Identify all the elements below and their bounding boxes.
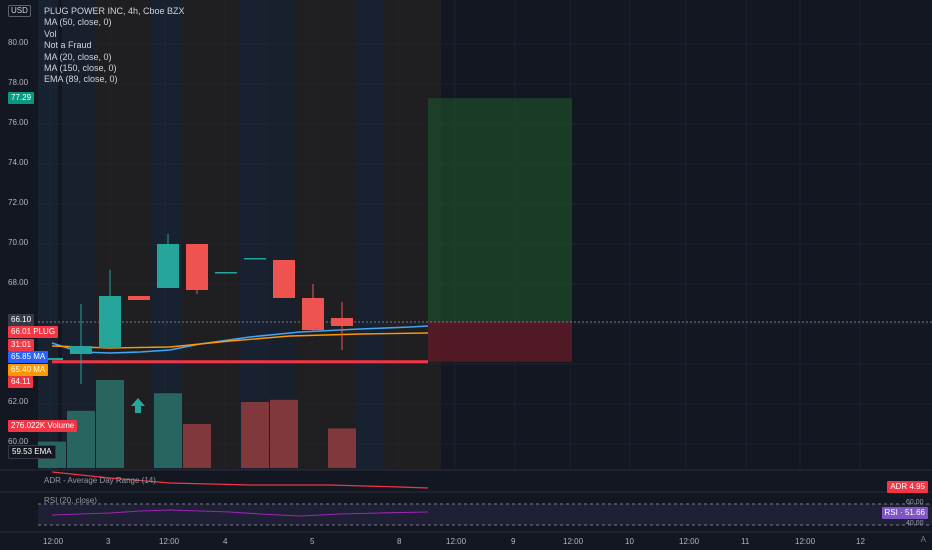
session-band bbox=[355, 0, 383, 470]
symbol-title[interactable]: PLUG POWER INC, 4h, Cboe BZX bbox=[44, 6, 185, 16]
session-band bbox=[152, 0, 182, 470]
legend-ma20[interactable]: MA (20, close, 0) bbox=[44, 51, 112, 62]
candle-body bbox=[128, 296, 150, 300]
stop-price-label: 64.11 bbox=[8, 376, 34, 388]
volume-bar bbox=[183, 424, 211, 468]
session-band bbox=[182, 0, 240, 470]
time-tick: 12 bbox=[856, 537, 865, 546]
buy-arrow-icon bbox=[131, 398, 145, 413]
price-tick: 70.00 bbox=[8, 238, 29, 247]
time-tick: 4 bbox=[223, 537, 228, 546]
time-tick: 12:00 bbox=[679, 537, 700, 546]
time-tick: 3 bbox=[106, 537, 111, 546]
adr-line bbox=[51, 471, 429, 489]
price-tick: 74.00 bbox=[8, 158, 29, 167]
auto-scale-button[interactable]: A bbox=[920, 535, 926, 544]
profit-zone bbox=[428, 98, 572, 322]
candle-body bbox=[157, 244, 179, 288]
candle-body bbox=[302, 298, 324, 330]
buy-arrow-marker bbox=[131, 398, 145, 413]
price-tick: 68.00 bbox=[8, 278, 29, 287]
session-band bbox=[240, 0, 268, 470]
ma-price-label: 65.85 MA bbox=[8, 351, 49, 363]
candle-body bbox=[244, 258, 266, 260]
rsi-indicator-title[interactable]: RSI (20, close) bbox=[44, 496, 97, 505]
price-tick: 80.00 bbox=[8, 38, 29, 47]
session-band bbox=[296, 0, 355, 470]
adr-indicator-title[interactable]: ADR - Average Day Range (14) bbox=[44, 476, 156, 485]
price-tick: 60.00 bbox=[8, 437, 29, 446]
legend-ma50[interactable]: MA (50, close, 0) bbox=[44, 17, 112, 28]
volume-label: 276.022K Volume bbox=[8, 420, 78, 432]
time-tick: 12:00 bbox=[563, 537, 584, 546]
long-position-tool[interactable] bbox=[38, 98, 932, 364]
legend-vol[interactable]: Vol bbox=[44, 28, 57, 39]
indicator-panes bbox=[0, 469, 932, 533]
time-tick: 5 bbox=[310, 537, 315, 546]
session-band bbox=[62, 0, 95, 470]
rsi-level-upper: 60.00 bbox=[906, 499, 924, 506]
time-tick: 12:00 bbox=[43, 537, 64, 546]
volume-bar bbox=[154, 393, 182, 468]
volume-bar bbox=[96, 380, 124, 468]
countdown-label: 31:01 bbox=[8, 339, 35, 351]
time-tick: 12:00 bbox=[795, 537, 816, 546]
loss-zone bbox=[428, 322, 572, 362]
time-tick: 12:00 bbox=[159, 537, 180, 546]
candle-body bbox=[99, 296, 121, 348]
price-tick: 78.00 bbox=[8, 78, 29, 87]
candlesticks bbox=[41, 234, 353, 384]
legend-ma150[interactable]: MA (150, close, 0) bbox=[44, 63, 117, 74]
legend-ema89[interactable]: EMA (89, close, 0) bbox=[44, 74, 118, 85]
price-tick: 72.00 bbox=[8, 198, 29, 207]
rsi-level-lower: 40.00 bbox=[906, 520, 924, 527]
candle-body bbox=[215, 272, 237, 274]
time-tick: 11 bbox=[741, 537, 750, 546]
rsi-value-label: RSI · 51.66 bbox=[881, 507, 928, 519]
entry-price-label: 66.10 bbox=[8, 314, 35, 326]
ma-orange-price-label: 65.40 MA bbox=[8, 364, 49, 376]
candle-body bbox=[331, 318, 353, 326]
target-price-label: 77.29 bbox=[8, 92, 35, 104]
adr-value-label: ADR 4.95 bbox=[887, 481, 928, 493]
legend-not-a-fraud[interactable]: Not a Fraud bbox=[44, 40, 92, 51]
price-tick: 62.00 bbox=[8, 397, 29, 406]
session-band bbox=[268, 0, 296, 470]
volume-bar bbox=[241, 402, 269, 468]
last-price-label: 66.01 PLUG bbox=[8, 326, 59, 338]
volume-bar bbox=[270, 399, 298, 468]
price-tick: 76.00 bbox=[8, 118, 29, 127]
candle-body bbox=[273, 260, 295, 298]
ema-label: 59.53 EMA bbox=[8, 445, 56, 459]
rsi-line bbox=[51, 509, 429, 517]
candle-body bbox=[41, 358, 63, 360]
time-tick: 9 bbox=[511, 537, 516, 546]
rsi-band bbox=[38, 504, 932, 525]
candle-body bbox=[70, 346, 92, 354]
time-tick: 10 bbox=[625, 537, 634, 546]
volume-bar bbox=[328, 428, 356, 468]
currency-badge[interactable]: USD bbox=[8, 5, 31, 17]
volume-bars bbox=[38, 380, 356, 468]
chart-legend: PLUG POWER INC, 4h, Cboe BZX MA (50, clo… bbox=[44, 6, 185, 86]
candle-body bbox=[186, 244, 208, 290]
time-tick: 8 bbox=[397, 537, 402, 546]
time-tick: 12:00 bbox=[446, 537, 467, 546]
